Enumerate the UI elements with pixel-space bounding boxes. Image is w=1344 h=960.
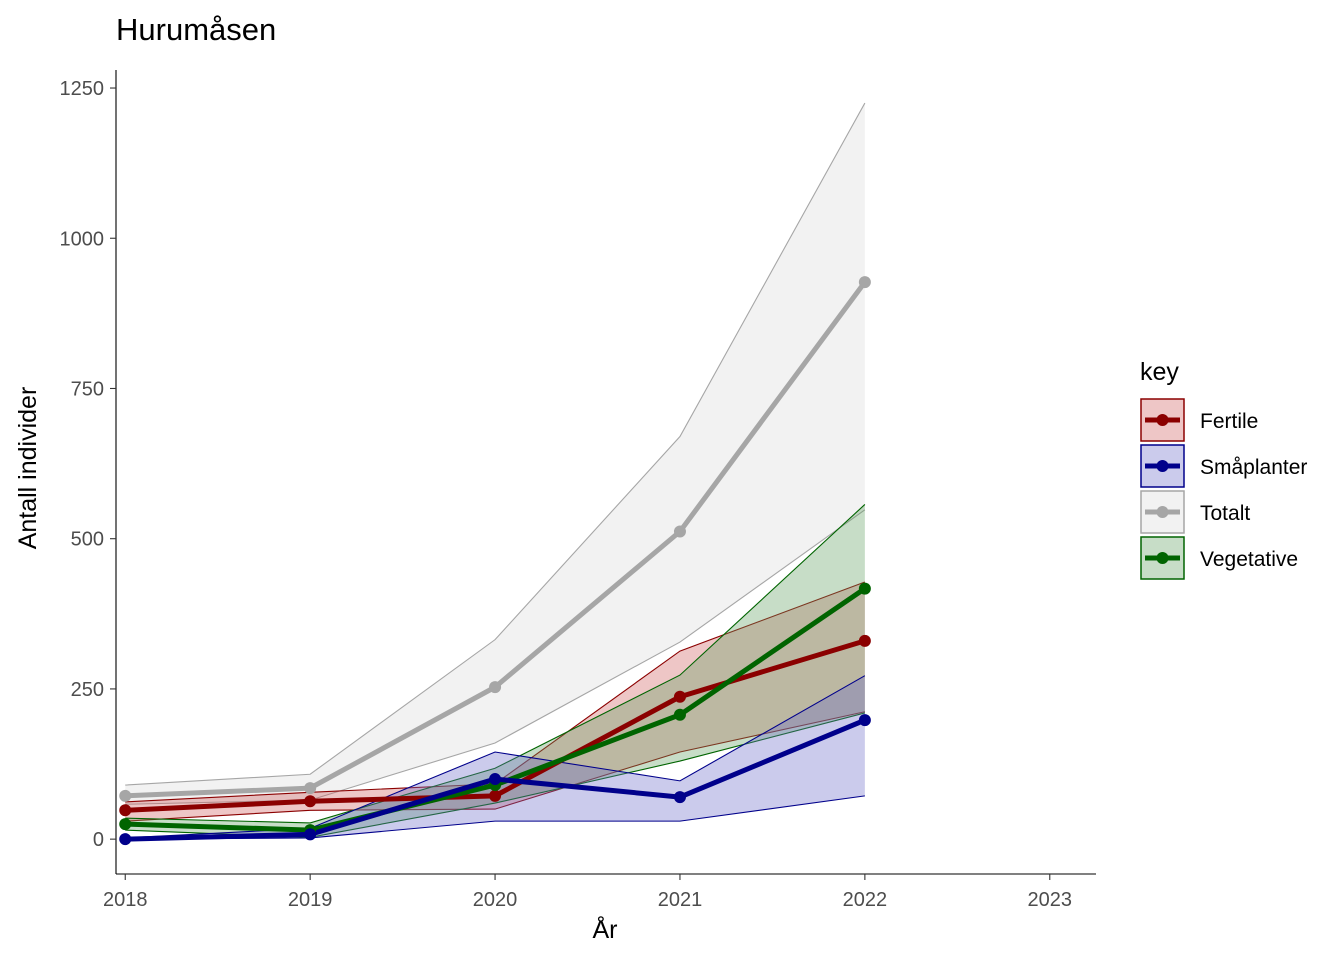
axes: [115, 70, 1096, 875]
band-upper-smaplanter: [125, 675, 866, 839]
y-ticks: 0 250 500 750 1000 1250: [60, 78, 116, 851]
point-totalt: [673, 525, 686, 538]
point-totalt: [119, 789, 132, 802]
point-smaplanter: [304, 828, 317, 841]
point-fertile: [489, 789, 502, 802]
legend-point-totalt: [1156, 506, 1169, 518]
band-totalt: [125, 103, 865, 805]
point-vegetative: [673, 708, 686, 721]
point-totalt: [489, 681, 502, 694]
legend-label-fertile: Fertile: [1200, 410, 1258, 433]
series-points: [119, 276, 871, 846]
y-tick-label: 250: [71, 679, 104, 701]
point-fertile: [858, 634, 871, 647]
x-tick-label: 2019: [288, 889, 333, 911]
legend-label-vegetative: Vegetative: [1200, 548, 1298, 571]
legend-point-vegetative: [1156, 552, 1169, 564]
point-smaplanter: [858, 714, 871, 727]
band-upper-totalt: [125, 102, 866, 786]
point-totalt: [304, 782, 317, 795]
band-lower-fertile: [125, 711, 865, 822]
band-lower-totalt: [125, 509, 866, 805]
x-tick-label: 2020: [473, 889, 518, 911]
legend-label-totalt: Totalt: [1200, 502, 1250, 525]
band-fertile: [125, 581, 865, 822]
point-fertile: [304, 795, 317, 808]
y-tick-label: 500: [71, 529, 104, 551]
legend-label-smaplanter: Småplanter: [1200, 456, 1307, 479]
band-vegetative: [125, 504, 865, 838]
legend-point-smaplanter: [1156, 460, 1169, 472]
point-smaplanter: [119, 833, 132, 846]
y-tick-label: 1000: [60, 228, 105, 250]
legend: key Fertile Småplanter Totalt Vegetative: [1140, 358, 1307, 580]
x-tick-label: 2021: [658, 889, 703, 911]
band-upper-vegetative: [125, 504, 866, 824]
point-totalt: [858, 276, 871, 289]
point-smaplanter: [673, 791, 686, 804]
x-tick-label: 2022: [843, 889, 888, 911]
chart-title: Hurumåsen: [116, 12, 276, 47]
y-tick-label: 750: [71, 378, 104, 400]
x-tick-label: 2018: [103, 889, 148, 911]
confidence-bands: [125, 102, 866, 840]
legend-point-fertile: [1156, 414, 1169, 426]
legend-title: key: [1140, 358, 1179, 386]
x-axis-title: År: [593, 914, 618, 944]
point-fertile: [673, 690, 686, 703]
x-ticks: 2018 2019 2020 2021 2022 2023: [103, 874, 1072, 911]
y-tick-label: 1250: [60, 78, 105, 100]
x-tick-label: 2023: [1028, 889, 1073, 911]
y-tick-label: 0: [93, 829, 104, 851]
y-axis-title: Antall individer: [14, 387, 42, 550]
point-vegetative: [119, 818, 132, 831]
point-fertile: [119, 804, 132, 817]
point-smaplanter: [489, 773, 502, 786]
point-vegetative: [858, 582, 871, 595]
